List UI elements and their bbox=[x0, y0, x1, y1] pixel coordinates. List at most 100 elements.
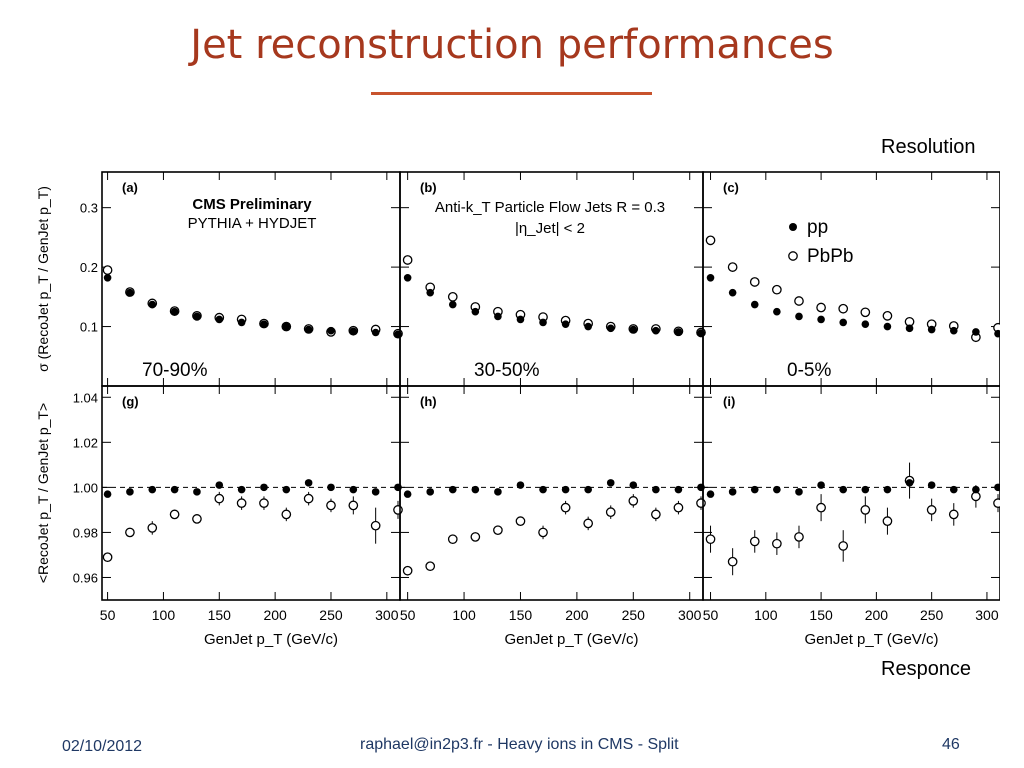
panel-b-pp-point bbox=[674, 328, 683, 336]
panel-g-pbpb-point bbox=[303, 493, 314, 504]
panel-g-pp-point bbox=[170, 485, 179, 494]
panel-a-pp-point bbox=[170, 307, 179, 316]
panel-c-pbpb-point bbox=[794, 296, 804, 306]
panel-i-pp-point bbox=[728, 488, 737, 496]
x-tick-label: 50 bbox=[100, 607, 116, 623]
panel-g-pp-point bbox=[371, 488, 380, 496]
y-axis-label-response: <RecoJet p_T / GenJet p_T> bbox=[35, 403, 51, 583]
panel-h-pp-point bbox=[448, 485, 457, 494]
panel-a-pp-point bbox=[215, 315, 224, 324]
x-tick-label: 200 bbox=[565, 607, 589, 623]
panel-i-tag: (i) bbox=[723, 394, 735, 409]
panel-c-pp-point bbox=[839, 318, 848, 327]
panel-b-pp-point bbox=[471, 307, 480, 316]
panel-b-pp-point bbox=[448, 300, 457, 309]
x-tick-label: 150 bbox=[509, 607, 533, 623]
panel-c-pbpb-point bbox=[816, 302, 826, 313]
panel-h-pbpb-point bbox=[402, 565, 413, 576]
panel-h-pbpb-point bbox=[651, 509, 661, 520]
panel-c-pbpb-point bbox=[749, 277, 760, 287]
panel-i-pbpb-point bbox=[948, 509, 959, 520]
y-tick-label: 1.00 bbox=[73, 480, 98, 495]
panel-h-pp-point bbox=[584, 485, 592, 494]
x-axis-label: GenJet p_T (GeV/c) bbox=[805, 631, 939, 648]
y-tick-label: 0.98 bbox=[73, 525, 98, 540]
panel-c-centrality-label: 0-5% bbox=[787, 360, 831, 381]
y-tick-label: 0.96 bbox=[73, 570, 98, 585]
panel-h-pp-point bbox=[606, 479, 615, 487]
panel-g-pp-point bbox=[148, 485, 157, 494]
panel-h-pp-point bbox=[629, 481, 638, 489]
panel-i-pp-point bbox=[706, 490, 715, 498]
y-tick-label: 0.1 bbox=[80, 320, 98, 335]
panel-i-pbpb-point bbox=[727, 556, 738, 567]
panel-b-pbpb-point bbox=[447, 291, 458, 302]
panel-b-tag: (b) bbox=[420, 180, 437, 195]
x-tick-label: 250 bbox=[319, 607, 343, 623]
panel-g-pp-point bbox=[282, 485, 291, 494]
panel-h-tag: (h) bbox=[420, 394, 437, 409]
panel-g-pbpb-point bbox=[281, 509, 292, 520]
panel-c-pbpb-point bbox=[705, 235, 716, 246]
panel-i-pp-point bbox=[994, 483, 1000, 492]
x-tick-label: 100 bbox=[452, 607, 476, 623]
panel-g-pbpb-point bbox=[326, 500, 336, 511]
panel-i-pbpb-point bbox=[749, 536, 760, 547]
y-tick-label: 1.02 bbox=[73, 435, 98, 450]
panel-a-centrality-label: 70-90% bbox=[142, 360, 208, 381]
y-tick-label: 1.04 bbox=[73, 390, 98, 405]
panel-a-pp-point bbox=[349, 327, 358, 336]
panel-g-pp-point bbox=[260, 483, 268, 492]
panel-i-pp-point bbox=[795, 488, 803, 496]
jet-performance-figure: 0.1 0.2 0.3 (a) CMS Preliminary PYTHIA + HYDJ… bbox=[35, 171, 1000, 648]
panel-i-pbpb-point bbox=[772, 538, 782, 549]
panel-h-pp-point bbox=[539, 485, 547, 494]
panel-c-pp-point bbox=[994, 329, 1000, 338]
panel-g-pbpb-point bbox=[102, 552, 113, 563]
x-tick-label: 200 bbox=[263, 607, 287, 623]
panel-a-pp-point bbox=[193, 312, 201, 321]
panel-g-pp-point bbox=[327, 483, 335, 492]
panel-g-pp-point bbox=[103, 490, 112, 498]
panel-i-pp-point bbox=[861, 485, 870, 494]
panel-g-pbpb-point bbox=[214, 493, 225, 504]
panel-i-pbpb-point bbox=[705, 534, 716, 545]
panel-i-pbpb-point bbox=[860, 505, 871, 515]
panel-h-pbpb-point bbox=[673, 502, 684, 513]
x-tick-label: 250 bbox=[622, 607, 646, 623]
panel-a-pbpb-point bbox=[102, 265, 113, 275]
panel-i-pp-point bbox=[905, 479, 914, 487]
y-tick-label: 0.3 bbox=[80, 201, 98, 216]
panel-c-pp-point bbox=[861, 320, 870, 328]
panel-g-pbpb-point bbox=[147, 523, 158, 533]
panel-i-pp-point bbox=[883, 485, 892, 494]
panel-h-pbpb-point bbox=[696, 498, 706, 508]
panel-c-pp-point bbox=[972, 328, 980, 336]
legend-pbpb-marker bbox=[788, 251, 798, 261]
panel-h-pbpb-point bbox=[605, 507, 616, 517]
panel-c-pp-point bbox=[750, 300, 759, 309]
panel-c-pp-point bbox=[905, 324, 914, 333]
panel-h-pp-point bbox=[426, 488, 435, 496]
response-label: Responce bbox=[881, 658, 972, 680]
panel-i-pbpb-point bbox=[838, 541, 849, 551]
panel-i-pbpb-point bbox=[794, 532, 804, 542]
panel-h-pbpb-point bbox=[470, 532, 481, 542]
panel-h-pbpb-point bbox=[515, 516, 526, 527]
panel-c-pbpb-point bbox=[727, 262, 738, 272]
footer-center: raphael@in2p3.fr - Heavy ions in CMS - S… bbox=[360, 736, 679, 753]
panel-c-pbpb-point bbox=[882, 311, 893, 321]
panel-g-pbpb-point bbox=[192, 514, 202, 524]
panel-a-pp-point bbox=[282, 322, 291, 331]
panel-i-pbpb-point bbox=[926, 505, 937, 515]
panel-i-pp-point bbox=[927, 481, 936, 489]
x-tick-label: 100 bbox=[754, 607, 778, 623]
panel-a-pp-point bbox=[371, 328, 380, 337]
x-tick-label: 150 bbox=[208, 607, 232, 623]
panel-i-pbpb-point bbox=[882, 516, 893, 527]
panel-h-pp-point bbox=[403, 490, 412, 498]
panel-i-pbpb-point bbox=[993, 498, 1000, 508]
panel-i-frame bbox=[702, 385, 1000, 601]
panel-h-pbpb-point bbox=[628, 496, 639, 506]
panel-g-pbpb-point bbox=[393, 505, 403, 515]
